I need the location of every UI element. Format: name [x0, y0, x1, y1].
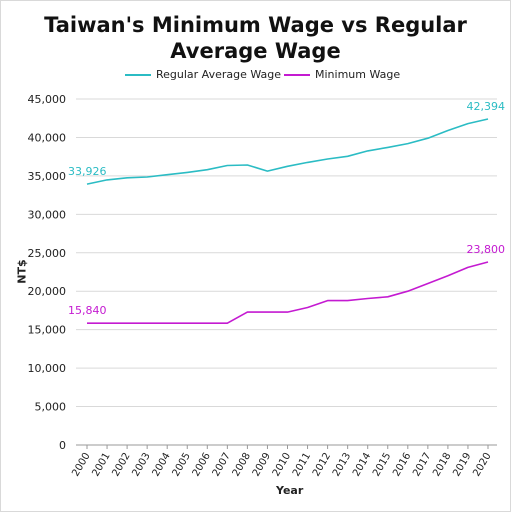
x-tick-label: 2012	[311, 451, 333, 479]
legend-item-minimum-wage: Minimum Wage	[284, 68, 400, 81]
y-tick-label: 45,000	[28, 93, 67, 106]
x-tick-label: 2005	[171, 451, 193, 479]
x-tick-label: 2006	[191, 451, 213, 479]
x-tick-label: 2013	[331, 451, 353, 479]
legend-swatch-minimum	[284, 73, 310, 76]
y-tick-label: 30,000	[28, 208, 67, 221]
data-label: 15,840	[68, 304, 107, 317]
y-tick-label: 5,000	[35, 401, 67, 414]
x-tick-label: 2017	[411, 451, 433, 479]
x-tick-label: 2001	[90, 451, 112, 479]
x-tick-label: 2018	[431, 451, 453, 479]
x-tick-label: 2002	[110, 451, 132, 479]
data-label: 23,800	[467, 243, 506, 256]
y-tick-label: 25,000	[28, 247, 67, 260]
x-tick-label: 2014	[351, 451, 373, 479]
legend-swatch-regular	[125, 73, 151, 76]
x-tick-label: 2019	[451, 451, 473, 479]
chart-title-line-1: Taiwan's Minimum Wage vs Regular	[44, 13, 467, 37]
x-tick-label: 2020	[471, 451, 493, 479]
x-tick-label: 2007	[211, 451, 233, 479]
data-label: 33,926	[68, 165, 107, 178]
y-tick-label: 40,000	[28, 131, 67, 144]
y-tick-label: 15,000	[28, 324, 67, 337]
chart-title-line-2: Average Wage	[170, 39, 341, 63]
y-tick-label: 20,000	[28, 285, 67, 298]
x-tick-label: 2015	[371, 451, 393, 479]
x-tick-label: 2004	[151, 451, 173, 479]
y-tick-label: 10,000	[28, 362, 67, 375]
chart-legend: Regular Average Wage Minimum Wage	[0, 68, 511, 84]
y-tick-label: 35,000	[28, 170, 67, 183]
y-tick-label: 0	[59, 439, 66, 452]
data-label: 42,394	[467, 100, 506, 113]
x-tick-label: 2000	[70, 451, 92, 479]
x-tick-label: 2003	[130, 451, 152, 479]
x-axis-title: Year	[276, 484, 304, 497]
x-tick-label: 2008	[231, 451, 253, 479]
x-tick-label: 2009	[251, 451, 273, 479]
x-tick-label: 2010	[271, 451, 293, 479]
series-line-1	[87, 261, 489, 325]
x-tick-label: 2016	[391, 451, 413, 479]
legend-label-regular: Regular Average Wage	[156, 68, 282, 81]
series-line-0	[86, 118, 489, 185]
x-tick-label: 2011	[291, 451, 313, 479]
legend-label-minimum: Minimum Wage	[315, 68, 401, 81]
legend-item-regular-average-wage: Regular Average Wage	[125, 68, 281, 81]
